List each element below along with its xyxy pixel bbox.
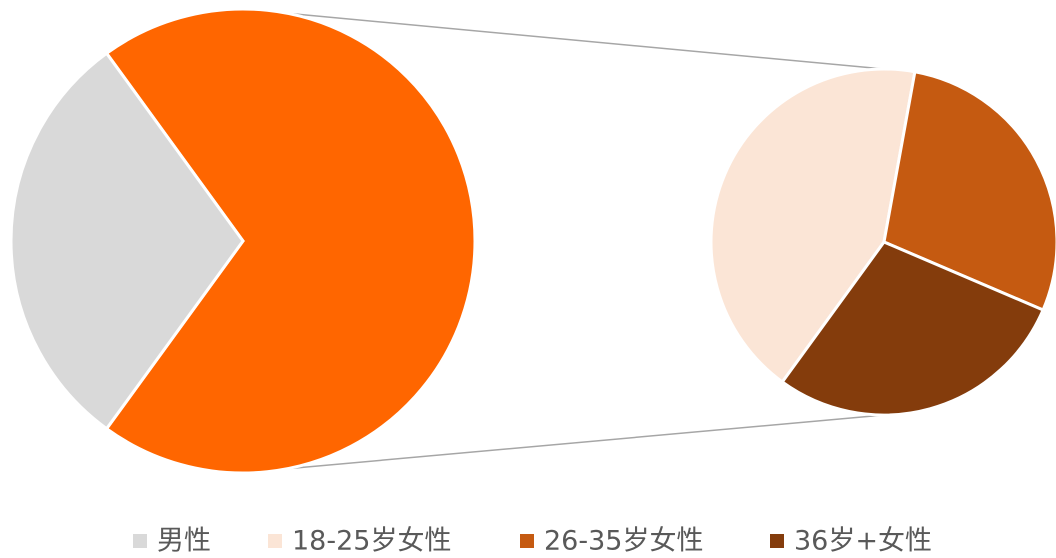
legend-swatch — [133, 534, 147, 548]
connector-line — [287, 414, 885, 470]
pie-slice — [9, 51, 245, 431]
legend-swatch — [770, 534, 784, 548]
legend-label: 36岁+女性 — [794, 526, 932, 557]
legend-label: 18-25岁女性 — [292, 526, 451, 557]
legend-swatch — [268, 534, 282, 548]
legend-label: 26-35岁女性 — [544, 526, 703, 557]
pie-slice — [104, 7, 477, 475]
legend-label: 男性 — [157, 526, 211, 557]
legend-swatch — [520, 534, 534, 548]
connector-line — [287, 12, 885, 70]
pie-slice — [882, 70, 1056, 312]
pie-slice — [709, 67, 917, 385]
pie-slice — [780, 240, 1046, 417]
